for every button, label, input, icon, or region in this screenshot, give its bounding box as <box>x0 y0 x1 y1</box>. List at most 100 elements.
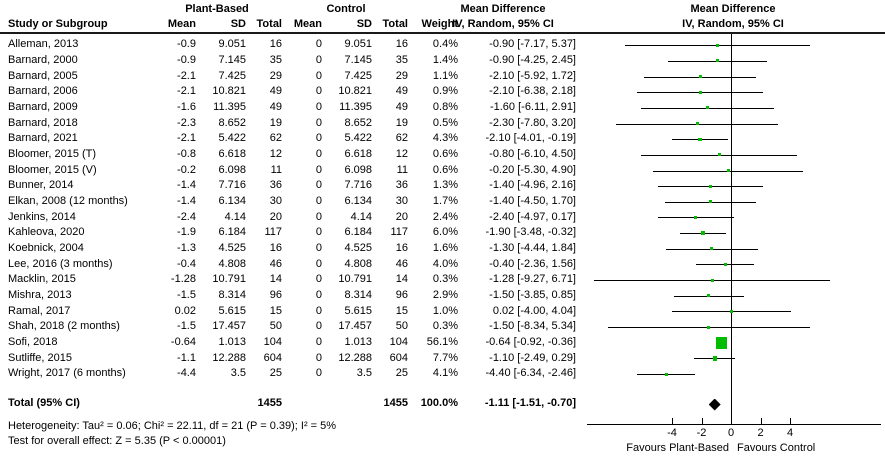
cell-total: 30 <box>269 195 282 207</box>
cell-weight: 0.3% <box>432 273 458 286</box>
cell-mean: -1.9 <box>177 226 196 239</box>
cell-ci-label: -2.30 [-7.80, 3.20] <box>489 116 576 129</box>
cell-control-total: 49 <box>395 101 408 114</box>
cell-control-mean: 0 <box>315 116 322 129</box>
cell-weight: 1.3% <box>432 179 458 192</box>
axis-tick <box>702 418 703 424</box>
axis-tick-label: 2 <box>757 427 764 439</box>
effect-square <box>694 215 698 219</box>
cell-control-total: 16 <box>395 241 408 254</box>
cell-control-sd: 6.184 <box>344 226 372 239</box>
cell-control-total: 46 <box>395 257 408 270</box>
cell-total: 604 <box>263 351 282 364</box>
cell-control-total: 20 <box>395 210 408 223</box>
study-row: Bloomer, 2015 (T) -0.8 6.618 12 0 6.618 12 0.6%… <box>0 147 585 163</box>
study-row: Barnard, 2006 -2.1 10.821 49 0 10.821 49 0.9% -2… <box>0 84 585 100</box>
cell-weight: 1.6% <box>432 241 458 254</box>
cell-control-mean: 0 <box>315 257 322 270</box>
col-header-control-total: Total <box>382 18 408 30</box>
cell-ci-label: -0.64 [-0.92, -0.36] <box>485 335 577 348</box>
cell-ci-label: -1.90 [-3.48, -0.32] <box>485 226 577 239</box>
cell-ci-label: -4.40 [-6.34, -2.46] <box>485 367 577 380</box>
cell-ci-label: -0.20 [-5.30, 4.90] <box>489 163 576 176</box>
favours-right-label: Favours Control <box>737 442 816 454</box>
cell-sd: 6.134 <box>218 195 246 207</box>
effect-square <box>708 184 712 188</box>
cell-ci-label: -2.10 [-6.38, 2.18] <box>489 85 576 98</box>
cell-control-total: 12 <box>395 148 408 161</box>
cell-control-sd: 7.145 <box>344 54 372 67</box>
cell-control-total: 96 <box>395 288 408 301</box>
cell-control-total: 14 <box>395 273 408 286</box>
cell-control-total: 15 <box>395 304 408 317</box>
group-header-control: Control <box>326 3 366 15</box>
study-row: Ramal, 2017 0.02 5.615 15 0 5.615 15 1.0% 0.02 [… <box>0 304 585 320</box>
cell-control-sd: 17.457 <box>338 320 372 333</box>
cell-total: 62 <box>269 132 282 145</box>
effect-square <box>698 75 702 79</box>
cell-sd: 6.098 <box>218 163 246 176</box>
cell-mean: -0.9 <box>177 54 196 67</box>
cell-mean: -0.64 <box>170 335 196 348</box>
total-n-control: 1455 <box>383 397 408 409</box>
cell-weight: 0.6% <box>432 148 458 161</box>
cell-mean: -2.4 <box>177 210 196 223</box>
cell-study-name: Barnard, 2009 <box>8 101 78 114</box>
cell-study-name: Kahleova, 2020 <box>8 226 85 239</box>
cell-sd: 6.618 <box>218 148 246 161</box>
cell-control-sd: 6.134 <box>344 195 372 207</box>
cell-control-mean: 0 <box>315 335 322 348</box>
cell-control-mean: 0 <box>315 273 322 286</box>
cell-control-sd: 12.288 <box>338 351 372 364</box>
study-row: Mishra, 2013 -1.5 8.314 96 0 8.314 96 2.9% -1.50… <box>0 288 585 304</box>
cell-sd: 4.808 <box>218 257 246 270</box>
cell-sd: 6.184 <box>218 226 246 239</box>
cell-control-total: 104 <box>389 335 408 348</box>
cell-weight: 7.7% <box>432 351 458 364</box>
effect-square <box>710 278 714 282</box>
cell-mean: -1.6 <box>177 101 196 114</box>
col-header-ci-left: IV, Random, 95% CI <box>452 18 554 30</box>
cell-study-name: Barnard, 2021 <box>8 132 78 145</box>
study-row: Kahleova, 2020 -1.9 6.184 117 0 6.184 117 6.0% -… <box>0 225 585 241</box>
cell-control-mean: 0 <box>315 320 322 333</box>
effect-square <box>705 106 709 110</box>
cell-control-mean: 0 <box>315 195 322 207</box>
cell-control-sd: 4.14 <box>350 210 372 223</box>
cell-study-name: Alleman, 2013 <box>8 38 79 51</box>
cell-weight: 1.1% <box>432 69 458 82</box>
study-row: Sofi, 2018 -0.64 1.013 104 0 1.013 104 56.1% -0.… <box>0 335 585 351</box>
cell-control-mean: 0 <box>315 101 322 114</box>
axis-tick-label: -4 <box>667 427 677 439</box>
cell-control-mean: 0 <box>315 38 322 51</box>
cell-weight: 1.7% <box>432 195 458 207</box>
cell-weight: 1.0% <box>432 304 458 317</box>
study-row: Bloomer, 2015 (V) -0.2 6.098 11 0 6.098 11 0.6%… <box>0 163 585 179</box>
cell-total: 96 <box>269 288 282 301</box>
cell-total: 11 <box>270 163 282 176</box>
cell-ci-label: -2.10 [-4.01, -0.19] <box>485 132 577 145</box>
study-row: Barnard, 2000 -0.9 7.145 35 0 7.145 35 1.4% -0.9… <box>0 53 585 69</box>
cell-mean: -2.1 <box>177 69 196 82</box>
cell-weight: 56.1% <box>426 335 458 348</box>
cell-sd: 1.013 <box>218 335 246 348</box>
cell-mean: -2.1 <box>177 85 196 98</box>
study-row: Barnard, 2005 -2.1 7.425 29 0 7.425 29 1.1% -2.1… <box>0 69 585 85</box>
cell-control-sd: 1.013 <box>344 335 372 348</box>
cell-sd: 11.395 <box>213 101 246 114</box>
effect-square <box>710 247 714 251</box>
col-header-sd: SD <box>230 18 246 30</box>
cell-control-mean: 0 <box>315 148 322 161</box>
cell-study-name: Bunner, 2014 <box>8 179 74 192</box>
header-mean-difference-right: Mean Difference <box>690 3 776 15</box>
cell-ci-label: -0.90 [-4.25, 2.45] <box>489 54 576 67</box>
cell-control-mean: 0 <box>315 163 322 176</box>
cell-control-total: 49 <box>395 85 408 98</box>
cell-control-mean: 0 <box>315 304 322 317</box>
cell-study-name: Mishra, 2013 <box>8 288 72 301</box>
cell-control-total: 50 <box>395 320 408 333</box>
cell-total: 19 <box>269 116 282 129</box>
total-weight: 100.0% <box>420 397 458 409</box>
cell-mean: -2.1 <box>177 132 196 145</box>
cell-control-sd: 10.791 <box>338 273 372 286</box>
